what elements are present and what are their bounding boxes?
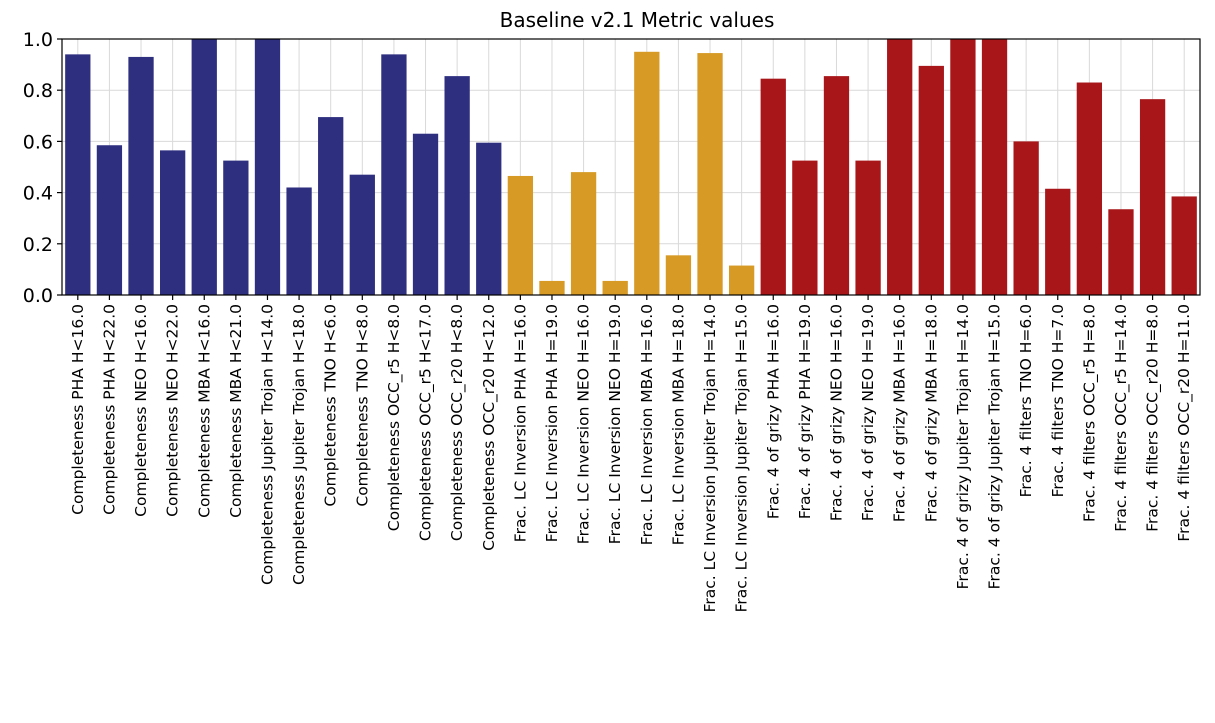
- x-tick-label: Completeness MBA H<21.0: [227, 304, 245, 518]
- bar: [697, 53, 723, 295]
- x-tick-label: Frac. 4 of grizy MBA H=18.0: [922, 304, 940, 522]
- x-tick-label: Completeness TNO H<6.0: [322, 304, 340, 507]
- x-tick-label: Completeness PHA H<22.0: [100, 304, 118, 515]
- x-tick-label: Completeness PHA H<16.0: [69, 304, 87, 515]
- bar: [65, 54, 91, 295]
- bar: [1076, 82, 1103, 296]
- bar: [159, 150, 186, 295]
- bar: [1045, 188, 1071, 295]
- x-tick-label: Completeness MBA H<16.0: [195, 304, 213, 518]
- y-tick-label: 0.6: [23, 131, 53, 153]
- y-tick-label: 0.0: [23, 285, 53, 307]
- x-tick-label: Completeness NEO H<16.0: [132, 304, 150, 517]
- y-tick-label: 0.2: [23, 234, 53, 256]
- x-tick-label: Frac. 4 of grizy PHA H=16.0: [764, 304, 782, 519]
- bar: [1139, 99, 1166, 295]
- x-tick-label: Completeness OCC_r5 H<17.0: [417, 304, 436, 541]
- x-tick-label: Frac. 4 of grizy NEO H=19.0: [859, 304, 877, 521]
- plot-frame: [61, 38, 1201, 296]
- bar-layer: [65, 39, 1197, 296]
- bar: [444, 76, 470, 296]
- x-tick-label: Frac. LC Inversion PHA H=19.0: [543, 304, 561, 542]
- y-tick-label: 0.8: [23, 80, 53, 102]
- bar: [792, 160, 818, 295]
- bar: [349, 174, 375, 295]
- x-tick-label: Completeness OCC_r20 H<12.0: [480, 304, 499, 551]
- bar: [760, 78, 786, 296]
- x-tick-label: Frac. 4 filters OCC_r20 H=8.0: [1144, 304, 1163, 532]
- x-tick-label: Frac. 4 filters OCC_r5 H=14.0: [1112, 304, 1131, 532]
- x-tick-label: Frac. 4 filters OCC_r20 H=11.0: [1175, 304, 1194, 542]
- bar: [381, 54, 407, 295]
- bar: [1013, 141, 1039, 295]
- x-tick-label: Frac. LC Inversion MBA H=16.0: [638, 304, 656, 545]
- bar: [507, 175, 534, 295]
- bar: [254, 39, 281, 295]
- bar: [634, 51, 660, 295]
- x-tick-label: Frac. 4 of grizy PHA H=19.0: [796, 304, 814, 519]
- bar: [855, 160, 881, 295]
- bar: [950, 39, 976, 295]
- x-tick-label: Completeness Jupiter Trojan H<18.0: [290, 304, 308, 585]
- y-tick-label: 1.0: [23, 29, 53, 51]
- x-tick-label: Completeness Jupiter Trojan H<14.0: [258, 304, 276, 585]
- bar: [191, 39, 217, 295]
- x-tick-label: Frac. 4 of grizy NEO H=16.0: [827, 304, 845, 521]
- bar: [318, 117, 344, 295]
- bar: [981, 39, 1008, 295]
- x-tick-label: Frac. LC Inversion Jupiter Trojan H=15.0: [733, 304, 751, 612]
- chart-title: Baseline v2.1 Metric values: [500, 8, 775, 32]
- x-tick-label: Frac. 4 of grizy Jupiter Trojan H=15.0: [986, 304, 1004, 589]
- x-tick-label: Frac. 4 filters TNO H=6.0: [1017, 304, 1035, 497]
- y-tick-label: 0.4: [23, 183, 53, 205]
- bar: [1108, 209, 1134, 295]
- x-tick-label: Frac. LC Inversion MBA H=18.0: [669, 304, 687, 545]
- x-tick-label: Frac. 4 of grizy Jupiter Trojan H=14.0: [954, 304, 972, 589]
- bar: [476, 142, 502, 295]
- x-tick-label: Completeness OCC_r5 H<8.0: [385, 304, 404, 531]
- x-tick-label: Frac. 4 filters TNO H=7.0: [1049, 304, 1067, 497]
- x-tick-label: Frac. LC Inversion NEO H=16.0: [575, 304, 593, 544]
- bar: [728, 265, 755, 295]
- bar: [1171, 196, 1197, 295]
- x-tick-label: Completeness NEO H<22.0: [164, 304, 182, 517]
- bar: [128, 56, 154, 295]
- bar: [918, 65, 944, 295]
- bar: [602, 280, 628, 295]
- x-tick-label: Frac. 4 filters OCC_r5 H=8.0: [1080, 304, 1099, 522]
- bar: [286, 187, 312, 295]
- y-tick-labels: 0.0 0.2 0.4 0.6 0.8 1.0: [23, 29, 53, 307]
- bar: [539, 280, 565, 295]
- x-tick-label: Frac. 4 of grizy MBA H=16.0: [891, 304, 909, 522]
- bar: [412, 133, 439, 295]
- x-tick-label: Frac. LC Inversion Jupiter Trojan H=14.0: [701, 304, 719, 612]
- bar: [570, 172, 597, 295]
- axis-layer: [57, 38, 1201, 300]
- x-tick-label: Completeness OCC_r20 H<8.0: [448, 304, 467, 541]
- x-tick-label: Completeness TNO H<8.0: [353, 304, 371, 507]
- bar: [96, 145, 123, 295]
- x-tick-labels: Completeness PHA H<16.0 Completeness PHA …: [69, 304, 1194, 612]
- x-tick-label: Frac. LC Inversion PHA H=16.0: [511, 304, 529, 542]
- bar: [665, 255, 692, 295]
- bar: [887, 39, 913, 295]
- bar: [223, 160, 249, 295]
- bar: [823, 76, 850, 296]
- x-tick-label: Frac. LC Inversion NEO H=19.0: [606, 304, 624, 544]
